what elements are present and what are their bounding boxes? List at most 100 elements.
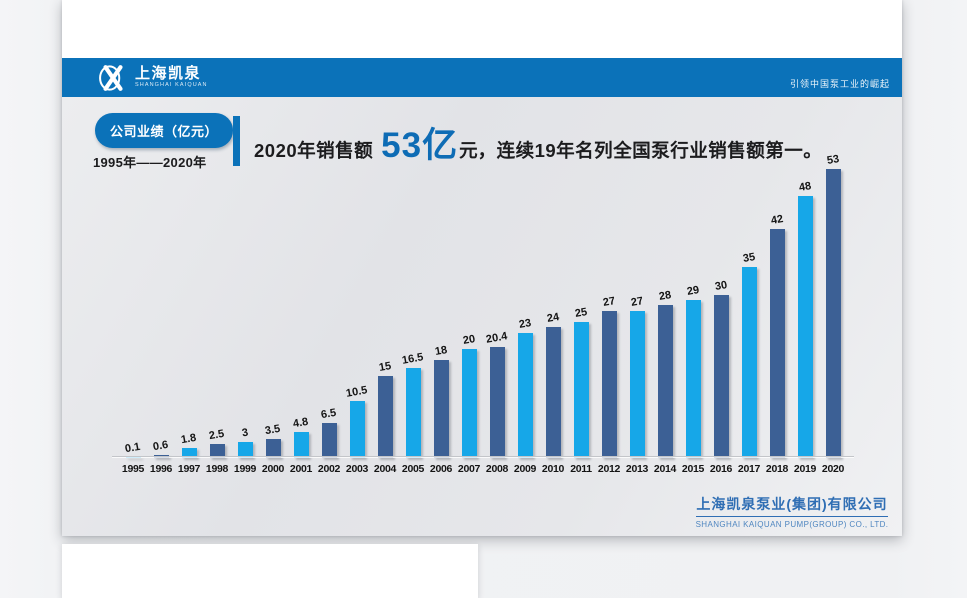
bar-value-label: 25 [573,305,589,320]
bar-value-label: 20 [461,333,477,347]
bar-year-label: 1996 [149,463,173,475]
bar-column: 27 2012 [595,145,623,475]
logo-title: 上海凯泉 [135,65,202,83]
bar [769,229,785,458]
bar-value-label: 0.1 [124,440,142,456]
bar-value-label: 20.4 [485,330,509,346]
bar-column: 29 2015 [679,145,707,475]
bar-value-label: 15 [377,360,393,375]
bar [685,299,701,458]
bar [629,310,645,458]
bar-column: 20.4 2008 [483,145,511,475]
bar-year-label: 2007 [457,463,481,475]
bar-column: 16.5 2005 [399,145,427,475]
bar [657,305,673,458]
bar-column: 42 2018 [763,145,791,475]
bar [349,400,365,458]
bar-value-label: 16.5 [401,351,425,367]
bar [125,457,141,458]
bar-column: 1.8 1997 [175,145,203,475]
bar [517,332,533,458]
bar-value-label: 0.6 [152,438,170,453]
bar-value-label: 3.5 [264,422,282,438]
bar-year-label: 1999 [233,463,257,475]
bar [573,321,589,458]
company-name-cn: 上海凯泉泵业(集团)有限公司 [696,494,888,517]
logo-subtitle: SHANGHAI KAIQUAN [135,82,208,89]
bar [825,169,841,458]
bar-column: 6.5 2002 [315,145,343,475]
kaiquan-logo-icon [98,63,128,93]
bar [433,359,449,458]
bar-year-label: 2015 [681,463,705,475]
bar-value-label: 48 [797,180,813,195]
bar-column: 18 2006 [427,145,455,475]
bar-value-label: 27 [601,294,617,309]
bar-value-label: 28 [657,289,673,304]
bar-column: 3.5 2000 [259,145,287,475]
bar [601,310,617,458]
chart-baseline [112,456,854,457]
bar-year-label: 2000 [261,463,285,475]
bar-column: 35 2017 [735,145,763,475]
bar-year-label: 2008 [485,463,509,475]
logo: 上海凯泉 SHANGHAI KAIQUAN [98,63,208,93]
bar-year-label: 2019 [793,463,817,475]
headline-suffix: ，连续19年名列全国泵行业销售额第一。 [477,140,823,161]
bar-year-label: 2004 [373,463,397,475]
bar-value-label: 53 [825,153,841,168]
bar-value-label: 24 [545,311,561,326]
bar-column: 48 2019 [791,145,819,475]
bar-value-label: 4.8 [292,415,310,431]
bar [321,422,337,458]
bar-column: 30 2016 [707,145,735,475]
headline-unit: 元 [459,140,478,161]
bar-year-label: 1995 [121,463,145,475]
bar [405,368,421,458]
bar-value-label: 2.5 [208,428,226,443]
bar-value-label: 27 [629,294,645,309]
bar-year-label: 2016 [709,463,733,475]
bar-column: 0.6 1996 [147,145,175,475]
bar-year-label: 2010 [541,463,565,475]
header-slogan: 引领中国泵工业的崛起 [789,79,890,89]
bar-column: 27 2013 [623,145,651,475]
bar-value-label: 35 [741,251,757,266]
bar-value-label: 1.8 [180,431,198,447]
bar [545,327,561,458]
bar-column: 3 1999 [231,145,259,475]
headline-highlight: 53亿 [381,126,459,165]
bar-value-label: 30 [713,278,729,293]
bar-column: 28 2014 [651,145,679,475]
slide-header: 上海凯泉 SHANGHAI KAIQUAN 引领中国泵工业的崛起 [62,58,902,97]
bar-column: 2.5 1998 [203,145,231,475]
bar-column: 25 2011 [567,145,595,475]
bar-column: 4.8 2001 [287,145,315,475]
presentation-slide: 上海凯泉 SHANGHAI KAIQUAN 引领中国泵工业的崛起 公司业绩（亿元… [62,0,902,536]
bar-value-label: 42 [769,213,785,228]
bar-year-label: 2012 [597,463,621,475]
bar-year-label: 2011 [570,463,592,475]
bar-value-label: 23 [517,316,533,331]
next-page-peek [62,544,478,598]
bar-value-label: 29 [685,283,701,298]
bar-year-label: 2003 [345,463,369,475]
bar-year-label: 2018 [765,463,789,475]
bar-column: 15 2004 [371,145,399,475]
bar-column: 23 2009 [511,145,539,475]
bar-column: 0.1 1995 [119,145,147,475]
headline-prefix: 2020年销售额 [254,140,374,161]
bar-value-label: 3 [240,426,250,440]
headline: 2020年销售额 53亿 元 ，连续19年名列全国泵行业销售额第一。 [254,117,822,168]
bar [461,349,477,458]
bar [797,196,813,458]
bar-year-label: 2014 [653,463,677,475]
bar [741,267,757,458]
bar-year-label: 2013 [625,463,649,475]
bar-year-label: 2009 [513,463,537,475]
bar [237,441,253,458]
bar [209,444,225,458]
headline-accent-bar [233,116,240,166]
bar-column: 10.5 2003 [343,145,371,475]
